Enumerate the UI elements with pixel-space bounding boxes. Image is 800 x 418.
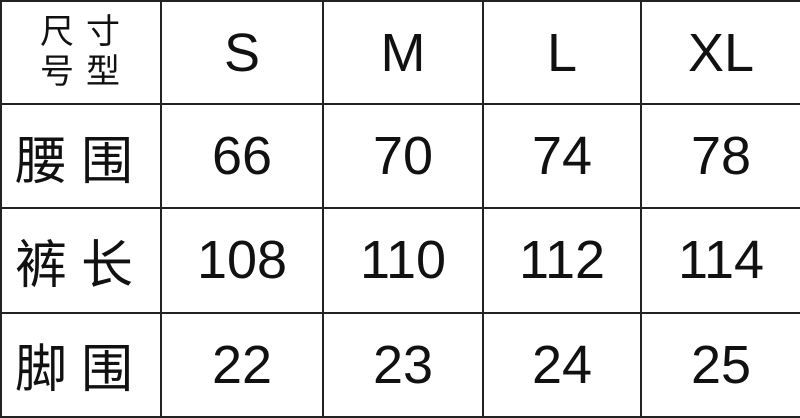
column-header: XL xyxy=(640,0,800,105)
cell: 74 xyxy=(482,102,642,210)
row-label: 脚围 xyxy=(0,311,162,418)
cell: 66 xyxy=(160,102,324,210)
cell: 22 xyxy=(160,311,324,418)
cell: 24 xyxy=(482,311,642,418)
cell: 78 xyxy=(640,102,800,210)
row-label: 裤长 xyxy=(0,207,162,314)
cell: 23 xyxy=(322,311,484,418)
cell: 114 xyxy=(640,207,800,314)
cell: 110 xyxy=(322,207,484,314)
corner-top: 尺寸 xyxy=(40,14,132,51)
cell: 70 xyxy=(322,102,484,210)
header-row: 尺寸 号型 S M L XL xyxy=(0,0,800,105)
column-header: M xyxy=(322,0,484,105)
column-header: S xyxy=(160,0,324,105)
data-row: 裤长 108 110 112 114 xyxy=(0,207,800,314)
data-row: 腰围 66 70 74 78 xyxy=(0,102,800,210)
cell: 25 xyxy=(640,311,800,418)
data-row: 脚围 22 23 24 25 xyxy=(0,311,800,418)
cell: 108 xyxy=(160,207,324,314)
row-label: 腰围 xyxy=(0,102,162,210)
corner-cell: 尺寸 号型 xyxy=(0,0,162,105)
cell: 112 xyxy=(482,207,642,314)
corner-bottom: 号型 xyxy=(40,54,132,91)
column-header: L xyxy=(482,0,642,105)
